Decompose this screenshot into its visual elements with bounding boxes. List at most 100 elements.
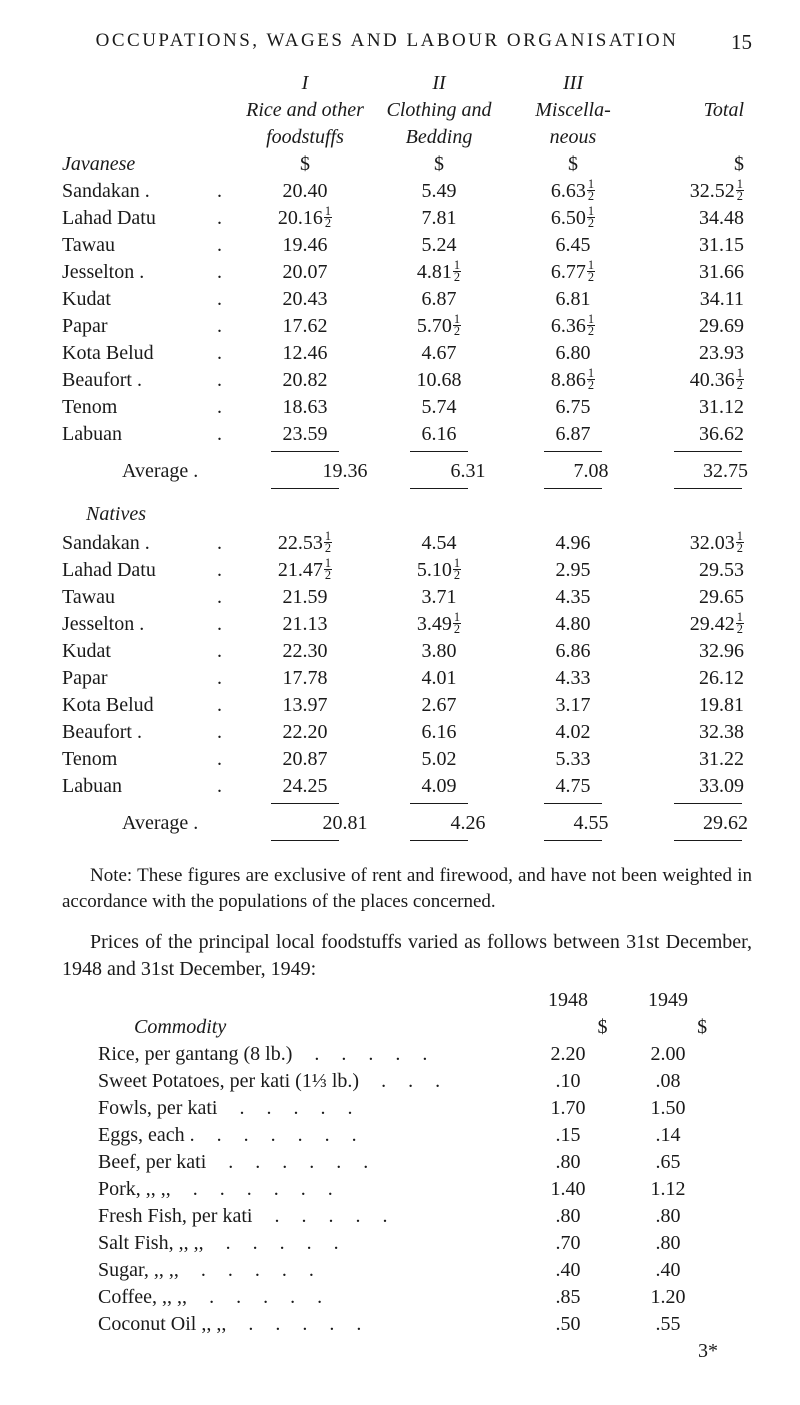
price-1948: .15 (518, 1122, 618, 1149)
col-head-3b: neous (508, 124, 638, 151)
row-label: Labuan. (62, 421, 240, 448)
cell-c2: 4.67 (370, 340, 508, 367)
cell-c2: 4.8112 (370, 259, 508, 286)
avg-c4: 29.62 (651, 810, 752, 837)
price-1948: .40 (518, 1257, 618, 1284)
cell-c4: 40.3612 (638, 367, 748, 394)
cell-c2: 4.09 (370, 773, 508, 800)
price-year-1948: 1948 (518, 987, 618, 1014)
page-number: 15 (712, 28, 752, 56)
running-title: OCCUPATIONS, WAGES AND LABOUR ORGANISATI… (62, 28, 712, 56)
cell-c1: 18.63 (240, 394, 370, 421)
row-label: Papar. (62, 313, 240, 340)
cell-c3: 6.81 (508, 286, 638, 313)
table-row: Tenom.18.635.746.7531.12 (62, 394, 752, 421)
table-row: Lahad Datu.21.47125.10122.9529.53 (62, 557, 752, 584)
price-1948: .85 (518, 1284, 618, 1311)
table-row: Papar.17.784.014.3326.12 (62, 665, 752, 692)
javanese-rows: Sandakan ..20.405.496.631232.5212Lahad D… (62, 178, 752, 448)
price-row: Pork, ,, ,,......1.401.12 (98, 1176, 752, 1203)
price-label: Salt Fish, ,, ,,..... (98, 1230, 518, 1257)
cell-c4: 19.81 (638, 692, 748, 719)
row-label: Beaufort .. (62, 719, 240, 746)
cell-c2: 3.4912 (370, 611, 508, 638)
cell-c3: 4.80 (508, 611, 638, 638)
price-row: Rice, per gantang (8 lb.).....2.202.00 (98, 1041, 752, 1068)
row-label: Papar. (62, 665, 240, 692)
cell-c4: 36.62 (638, 421, 748, 448)
dollar-row-1: Javanese $ $ $ $ (62, 151, 752, 178)
cell-c2: 6.16 (370, 719, 508, 746)
row-label: Labuan. (62, 773, 240, 800)
group-javanese-label: Javanese (62, 151, 240, 178)
row-label: Tawau. (62, 584, 240, 611)
row-label: Kudat. (62, 286, 240, 313)
price-row: Sweet Potatoes, per kati (1⅓ lb.)....10.… (98, 1068, 752, 1095)
price-row: Coconut Oil ,, ,,......50.55 (98, 1311, 752, 1338)
cell-c2: 7.81 (370, 205, 508, 232)
price-1948: .10 (518, 1068, 618, 1095)
row-label: Lahad Datu. (62, 205, 240, 232)
cell-c4: 32.38 (638, 719, 748, 746)
col-roman-2: II (370, 70, 508, 97)
natives-average-row: Average . 20.81 4.26 4.55 29.62 (62, 810, 752, 837)
table-row: Kota Belud.13.972.673.1719.81 (62, 692, 752, 719)
cell-c3: 4.35 (508, 584, 638, 611)
table-row: Kota Belud.12.464.676.8023.93 (62, 340, 752, 367)
cell-c1: 22.5312 (240, 530, 370, 557)
cell-c1: 20.1612 (240, 205, 370, 232)
price-label: Pork, ,, ,,...... (98, 1176, 518, 1203)
avg-c4: 32.75 (651, 458, 752, 485)
cell-c1: 22.20 (240, 719, 370, 746)
cell-c3: 6.45 (508, 232, 638, 259)
price-1949: 1.20 (618, 1284, 718, 1311)
row-label: Tawau. (62, 232, 240, 259)
row-label: Jesselton .. (62, 259, 240, 286)
prices-intro-paragraph: Prices of the principal local foodstuffs… (62, 929, 752, 983)
row-label: Sandakan .. (62, 178, 240, 205)
cell-c4: 29.53 (638, 557, 748, 584)
row-label: Tenom. (62, 746, 240, 773)
price-dollar-row: Commodity $ $ (98, 1014, 752, 1041)
price-dollar-1: $ (553, 1014, 653, 1041)
cell-c1: 12.46 (240, 340, 370, 367)
row-label: Kota Belud. (62, 340, 240, 367)
cell-c1: 19.46 (240, 232, 370, 259)
cell-c3: 4.33 (508, 665, 638, 692)
column-head-row-1: Rice and other Clothing and Miscella- To… (62, 97, 752, 124)
cell-c3: 6.5012 (508, 205, 638, 232)
row-label: Beaufort .. (62, 367, 240, 394)
cell-c1: 21.13 (240, 611, 370, 638)
cell-c4: 31.12 (638, 394, 748, 421)
row-label: Sandakan .. (62, 530, 240, 557)
cell-c3: 8.8612 (508, 367, 638, 394)
row-label: Tenom. (62, 394, 240, 421)
table-row: Sandakan ..22.53124.544.9632.0312 (62, 530, 752, 557)
col-head-3a: Miscella- (508, 97, 638, 124)
cell-c2: 2.67 (370, 692, 508, 719)
cell-c2: 5.24 (370, 232, 508, 259)
price-1949: .80 (618, 1230, 718, 1257)
dollar-c1: $ (240, 151, 370, 178)
price-1949: .40 (618, 1257, 718, 1284)
table-row: Tawau.21.593.714.3529.65 (62, 584, 752, 611)
col-head-2b: Bedding (370, 124, 508, 151)
col-roman-3: III (508, 70, 638, 97)
cell-c4: 31.66 (638, 259, 748, 286)
dollar-c2: $ (370, 151, 508, 178)
cell-c1: 13.97 (240, 692, 370, 719)
price-1948: .80 (518, 1149, 618, 1176)
rule-row (62, 800, 752, 810)
cell-c2: 3.71 (370, 584, 508, 611)
table-row: Labuan.23.596.166.8736.62 (62, 421, 752, 448)
cell-c4: 31.22 (638, 746, 748, 773)
cell-c1: 20.87 (240, 746, 370, 773)
price-label: Fresh Fish, per kati..... (98, 1203, 518, 1230)
cell-c2: 4.54 (370, 530, 508, 557)
cell-c4: 32.0312 (638, 530, 748, 557)
cell-c2: 5.49 (370, 178, 508, 205)
cell-c4: 23.93 (638, 340, 748, 367)
cell-c1: 17.78 (240, 665, 370, 692)
cell-c1: 22.30 (240, 638, 370, 665)
price-1949: .08 (618, 1068, 718, 1095)
